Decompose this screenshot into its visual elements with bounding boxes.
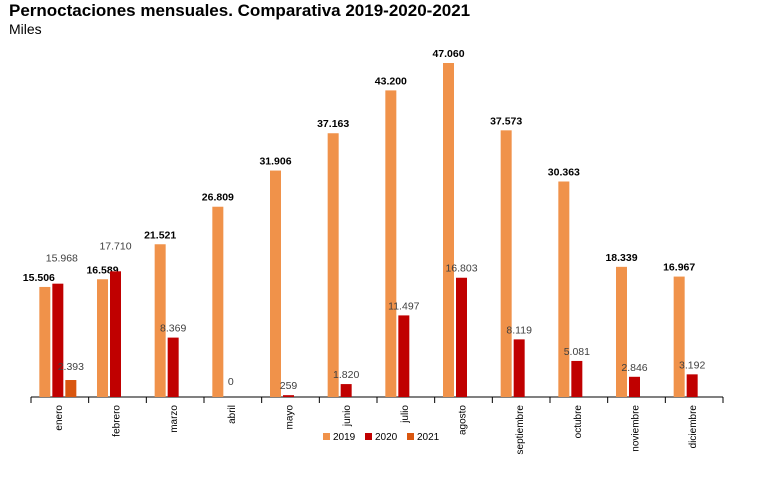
category-label-febrero: febrero	[112, 405, 123, 437]
legend-swatch-2020	[365, 433, 372, 440]
bar-2019-octubre	[558, 181, 570, 397]
data-label-2020-mayo: 259	[280, 380, 298, 392]
bar-2020-junio	[340, 384, 352, 397]
bar-2020-julio	[398, 315, 410, 397]
category-label-octubre: octubre	[573, 405, 584, 439]
data-label-2019-septiembre: 37.573	[490, 115, 522, 127]
data-label-2019-octubre: 30.363	[548, 167, 580, 179]
bar-2020-marzo	[167, 337, 179, 397]
data-label-2020-octubre: 5.081	[564, 346, 590, 358]
data-label-2020-abril: 0	[228, 376, 234, 388]
data-label-2020-febrero: 17.710	[99, 240, 131, 252]
category-label-junio: junio	[342, 405, 353, 428]
category-label-enero: enero	[54, 405, 65, 431]
data-label-2019-agosto: 47.060	[432, 48, 464, 60]
data-label-2019-julio: 43.200	[375, 75, 407, 87]
bar-2019-septiembre	[500, 130, 512, 397]
legend-label-2020: 2020	[375, 432, 398, 443]
data-label-2019-mayo: 31.906	[259, 156, 291, 168]
data-label-2020-septiembre: 8.119	[506, 324, 532, 336]
bar-2019-febrero	[97, 279, 108, 397]
chart-subtitle: Miles	[9, 21, 42, 37]
category-label-mayo: mayo	[285, 405, 296, 430]
bar-2020-agosto	[456, 277, 467, 397]
bar-2020-octubre	[571, 360, 583, 397]
chart-title: Pernoctaciones mensuales. Comparativa 20…	[9, 1, 471, 20]
bar-2019-julio	[385, 90, 397, 398]
bar-2020-diciembre	[686, 374, 698, 397]
data-label-2019-abril: 26.809	[202, 192, 234, 204]
category-label-abril: abril	[227, 405, 238, 424]
data-label-2019-diciembre: 16.967	[663, 262, 695, 274]
data-label-2020-noviembre: 2.846	[621, 362, 647, 374]
legend-label-2019: 2019	[333, 432, 356, 443]
bar-2019-mayo	[270, 170, 281, 397]
data-label-2020-diciembre: 3.192	[679, 359, 705, 371]
bar-2019-noviembre	[616, 266, 627, 397]
bar-2019-agosto	[443, 63, 454, 397]
bar-2020-noviembre	[629, 376, 640, 397]
bar-2019-junio	[327, 133, 339, 398]
data-label-2020-enero: 15.968	[46, 253, 78, 265]
category-label-noviembre: noviembre	[631, 405, 642, 452]
data-label-2020-junio: 1.820	[333, 369, 359, 381]
category-label-julio: julio	[400, 405, 411, 424]
data-label-2020-julio: 11.497	[388, 300, 419, 312]
bar-2019-abril	[212, 206, 224, 397]
data-label-2020-marzo: 8.369	[160, 323, 186, 335]
bar-2020-enero	[52, 283, 64, 397]
category-label-marzo: marzo	[169, 405, 180, 433]
bar-2020-febrero	[110, 271, 121, 397]
bar-2019-enero	[39, 286, 51, 397]
data-label-2019-enero: 15.506	[23, 272, 55, 284]
bar-2020-septiembre	[513, 339, 525, 397]
legend-label-2021: 2021	[417, 432, 440, 443]
bar-2020-mayo	[283, 395, 294, 397]
bar-2021-enero	[65, 380, 77, 397]
category-label-diciembre: diciembre	[688, 405, 699, 449]
bar-2019-diciembre	[673, 276, 685, 397]
data-label-2019-noviembre: 18.339	[605, 252, 637, 264]
legend-swatch-2021	[407, 433, 414, 440]
category-label-agosto: agosto	[458, 405, 469, 435]
data-label-2021-enero: 2.393	[58, 361, 84, 373]
data-label-2019-marzo: 21.521	[144, 229, 176, 241]
legend-swatch-2019	[323, 433, 330, 440]
bar-2019-marzo	[154, 244, 166, 397]
category-label-septiembre: septiembre	[515, 405, 526, 455]
data-label-2019-junio: 37.163	[317, 118, 349, 130]
data-label-2020-agosto: 16.803	[445, 263, 477, 275]
